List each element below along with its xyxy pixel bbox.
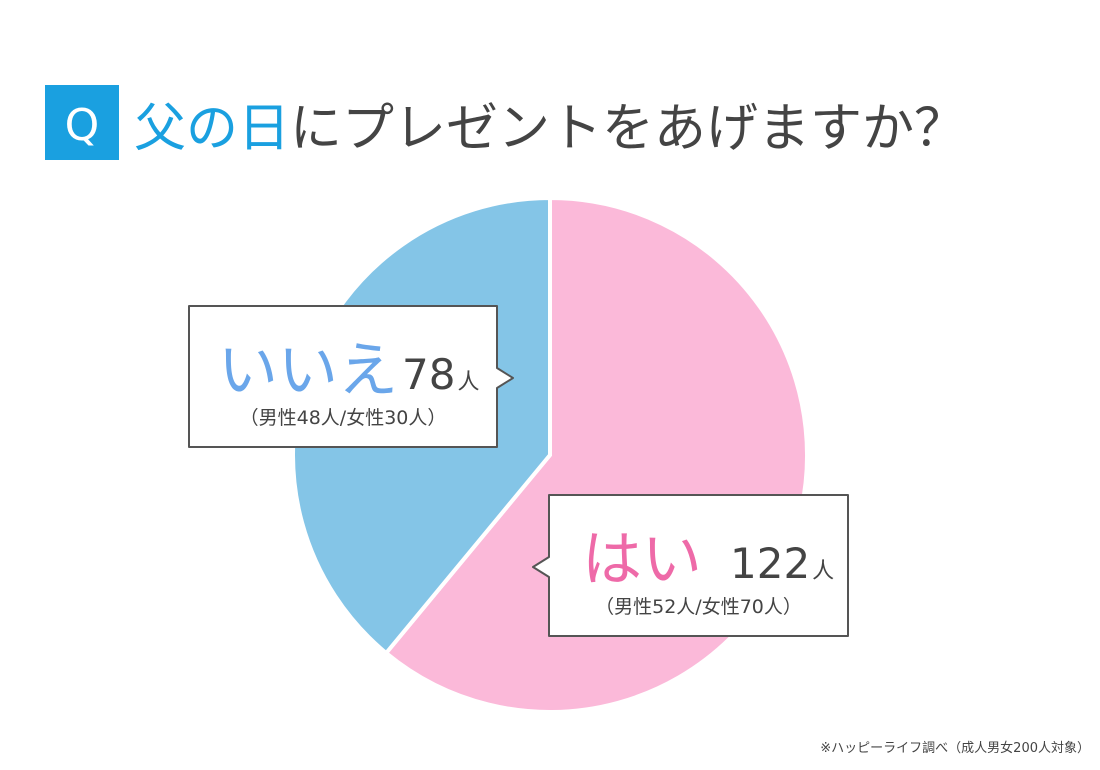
callout-box xyxy=(532,494,849,637)
chart-title: 父の日にプレゼントをあげますか？ xyxy=(134,99,966,159)
category-label: いいえ xyxy=(218,336,398,406)
value-label: 122 xyxy=(730,539,810,588)
q-badge xyxy=(45,85,119,160)
q-letter: Q xyxy=(65,100,100,151)
detail-label: （男性48人/女性30人） xyxy=(240,407,447,429)
callout-box xyxy=(188,305,514,448)
title-rest: にプレゼントをあげますか？ xyxy=(290,99,966,159)
detail-label: （男性52人/女性70人） xyxy=(595,596,802,618)
value-unit: 人 xyxy=(812,559,834,584)
callout: いいえ 78 人 （男性48人/女性30人） xyxy=(188,305,514,448)
title-highlight: 父の日 xyxy=(134,99,290,159)
source-note: ※ハッピーライフ調べ（成人男女200人対象） xyxy=(820,740,1090,756)
category-label: はい xyxy=(582,525,702,595)
callout: はい 122 人 （男性52人/女性70人） xyxy=(532,494,849,637)
value-unit: 人 xyxy=(457,370,479,395)
value-label: 78 xyxy=(402,350,455,399)
